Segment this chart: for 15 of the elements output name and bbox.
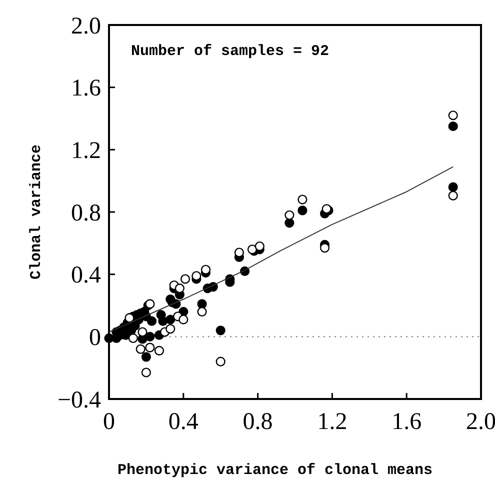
x-tick-label: 0.8	[242, 409, 273, 435]
y-tick-label: 0.4	[71, 262, 101, 289]
x-tick-label: 1.6	[392, 409, 422, 435]
y-tick-label: 1.6	[71, 76, 101, 102]
y-tick-label: 0	[89, 325, 101, 352]
annotation: Number of samples = 92	[131, 43, 330, 60]
y-tick-label: 2.0	[71, 13, 101, 40]
x-tick-label: 2.0	[466, 409, 495, 435]
x-axis-title: Phenotypic variance of clonal means	[117, 462, 433, 479]
y-tick-label: −0.4	[57, 387, 101, 414]
y-tick-label: 0.8	[71, 200, 101, 226]
x-tick-label: 0.4	[168, 409, 198, 435]
x-tick-label: 1.2	[317, 409, 348, 435]
y-tick-label: 1.2	[71, 138, 101, 164]
y-axis-title: Clonal variance	[28, 144, 45, 280]
